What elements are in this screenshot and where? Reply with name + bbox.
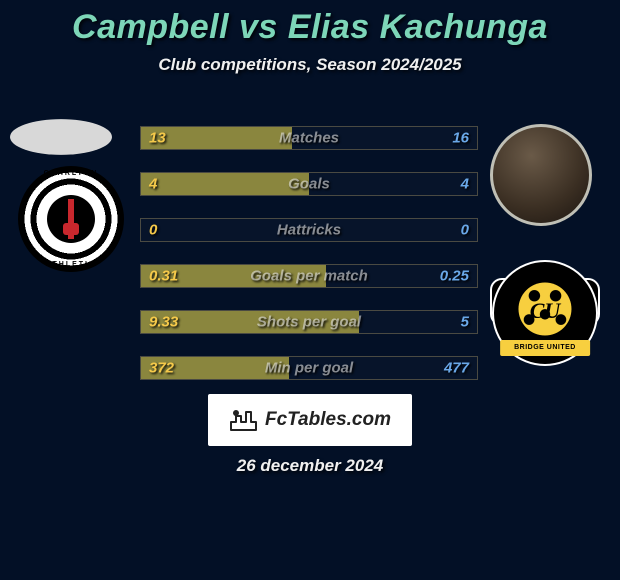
stat-value-left: 4 [149,176,157,193]
subtitle: Club competitions, Season 2024/2025 [0,55,620,75]
club-badge-right: CU BRIDGE UNITED [492,260,598,366]
stat-value-left: 13 [149,130,166,147]
page-title: Campbell vs Elias Kachunga [0,0,620,47]
hand-icon [63,223,79,235]
source-logo: FcTables.com [208,394,412,446]
date: 26 december 2024 [237,456,384,476]
charlton-badge: CHARLTON ATHLETIC [18,166,124,272]
club-badge-left: CHARLTON ATHLETIC [18,166,124,272]
stat-value-right: 16 [452,130,469,147]
badge-inner [47,195,96,244]
stat-label: Hattricks [277,222,341,239]
stat-value-right: 0.25 [440,268,469,285]
stat-row: 13 Matches 16 [140,126,478,150]
stats-table: 13 Matches 16 4 Goals 4 0 Hattricks 0 0.31 Goals p… [140,126,478,402]
badge-text: ATHLETIC [18,261,124,268]
stat-row: 0 Hattricks 0 [140,218,478,242]
stat-value-right: 4 [461,176,469,193]
stat-value-right: 0 [461,222,469,239]
stat-label: Shots per goal [257,314,361,331]
player-left-photo [10,119,112,155]
sword-icon [68,199,74,239]
stat-label: Goals [288,176,330,193]
player-right-photo [490,124,592,226]
stat-label: Min per goal [265,360,353,377]
stat-value-right: 5 [461,314,469,331]
stat-value-left: 372 [149,360,174,377]
badge-abbrev: CU [530,298,561,324]
badge-text: CHARLTON [18,170,124,177]
source-logo-text: FcTables.com [265,409,391,431]
stat-row: 9.33 Shots per goal 5 [140,310,478,334]
stat-row: 372 Min per goal 477 [140,356,478,380]
stat-value-left: 0 [149,222,157,239]
badge-outer: CU BRIDGE UNITED [492,260,598,366]
stat-label: Matches [279,130,339,147]
stat-fill [141,173,309,195]
badge-ribbon: BRIDGE UNITED [500,340,590,356]
infographic: Campbell vs Elias Kachunga Club competit… [0,0,620,580]
stat-row: 0.31 Goals per match 0.25 [140,264,478,288]
stat-value-left: 9.33 [149,314,178,331]
fctables-icon [229,408,259,432]
stat-value-right: 477 [444,360,469,377]
stat-label: Goals per match [250,268,368,285]
stat-value-left: 0.31 [149,268,178,285]
stat-row: 4 Goals 4 [140,172,478,196]
cambridge-badge: CU BRIDGE UNITED [492,260,598,366]
